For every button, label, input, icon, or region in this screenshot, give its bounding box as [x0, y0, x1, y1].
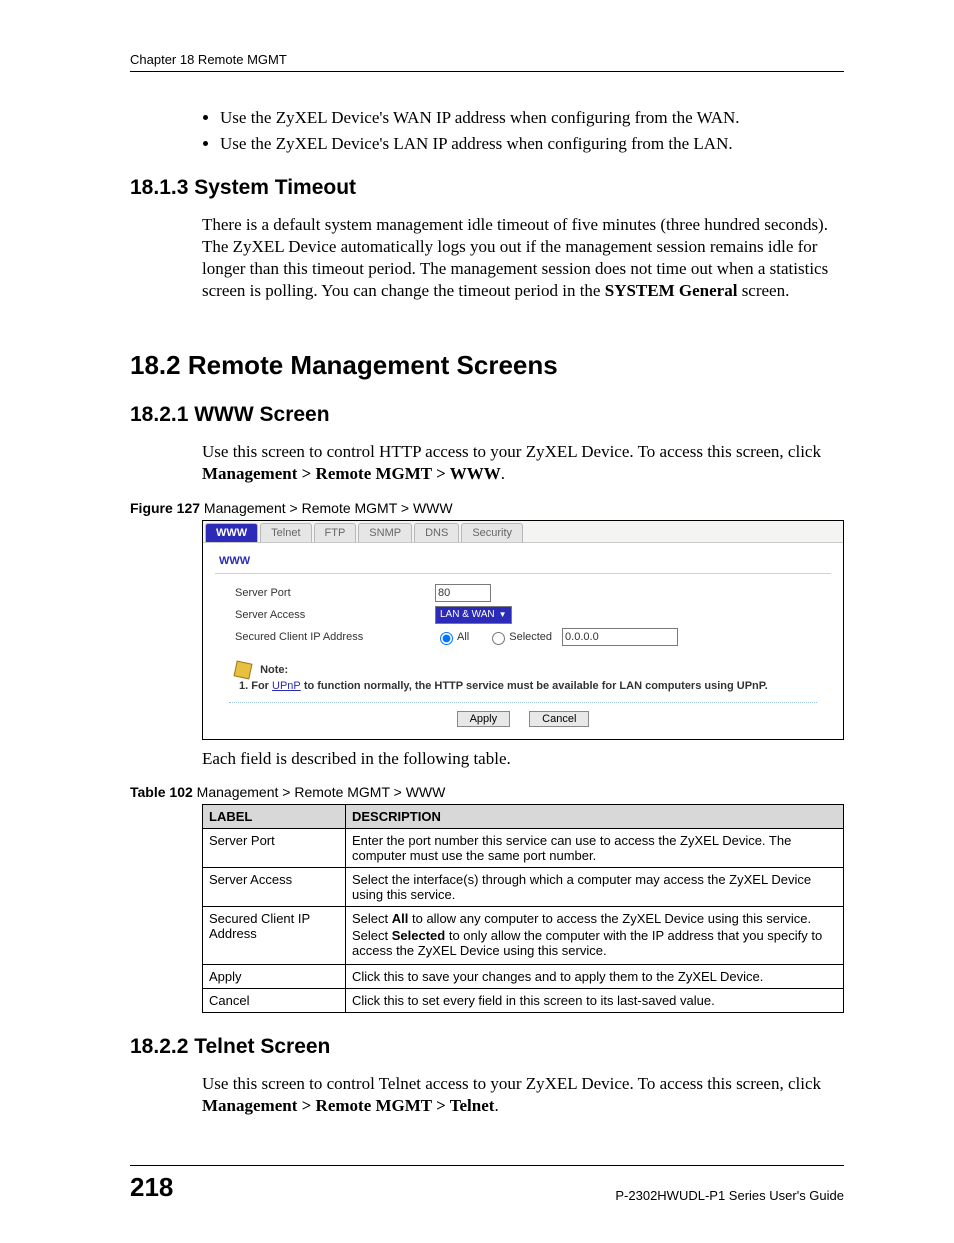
cell-label: Server Port — [203, 828, 346, 867]
bold-text: SYSTEM General — [605, 281, 738, 300]
text: . — [494, 1096, 498, 1115]
cell-desc: Click this to save your changes and to a… — [346, 964, 844, 988]
page-number: 218 — [130, 1172, 173, 1203]
note-title: Note: — [260, 663, 288, 675]
cell-label: Secured Client IP Address — [203, 906, 346, 964]
bullet-list: Use the ZyXEL Device's WAN IP address wh… — [202, 108, 844, 154]
note-icon — [234, 660, 253, 679]
radio-selected-label: Selected — [509, 631, 552, 643]
table-header-row: LABEL DESCRIPTION — [203, 804, 844, 828]
text: to allow any computer to access the ZyXE… — [408, 911, 811, 926]
tab-dns[interactable]: DNS — [414, 523, 459, 542]
table-row: Server Port Enter the port number this s… — [203, 828, 844, 867]
cell-desc: Enter the port number this service can u… — [346, 828, 844, 867]
text: Use this screen to control Telnet access… — [202, 1074, 821, 1093]
panel-heading: WWW — [215, 551, 831, 574]
th-desc: DESCRIPTION — [346, 804, 844, 828]
table-row: Apply Click this to save your changes an… — [203, 964, 844, 988]
after-figure-text: Each field is described in the following… — [202, 748, 844, 770]
table-row: Cancel Click this to set every field in … — [203, 988, 844, 1012]
heading-1822: 18.2.2 Telnet Screen — [130, 1035, 844, 1059]
text: Select — [352, 911, 392, 926]
bold-text: Management > Remote MGMT > WWW — [202, 464, 501, 483]
label-server-access: Server Access — [235, 609, 435, 621]
heading-1821: 18.2.1 WWW Screen — [130, 403, 844, 427]
figure-label: Figure 127 — [130, 500, 200, 516]
cell-label: Apply — [203, 964, 346, 988]
guide-name: P-2302HWUDL-P1 Series User's Guide — [615, 1188, 844, 1203]
tab-bar: WWW Telnet FTP SNMP DNS Security — [203, 521, 843, 543]
description-table: LABEL DESCRIPTION Server Port Enter the … — [202, 804, 844, 1013]
cell-desc: Select All to allow any computer to acce… — [346, 906, 844, 964]
paragraph-1821: Use this screen to control HTTP access t… — [202, 441, 844, 485]
tab-www[interactable]: WWW — [205, 523, 258, 542]
tab-ftp[interactable]: FTP — [314, 523, 357, 542]
select-server-access[interactable]: LAN & WAN — [435, 606, 512, 624]
table-caption: Table 102 Management > Remote MGMT > WWW — [130, 784, 844, 800]
text: Use this screen to control HTTP access t… — [202, 442, 821, 461]
table-row: Server Access Select the interface(s) th… — [203, 867, 844, 906]
running-header: Chapter 18 Remote MGMT — [130, 52, 844, 72]
cell-desc: Click this to set every field in this sc… — [346, 988, 844, 1012]
cell-label: Server Access — [203, 867, 346, 906]
bullet-item: Use the ZyXEL Device's WAN IP address wh… — [220, 108, 844, 128]
input-server-port[interactable]: 80 — [435, 584, 491, 602]
tab-security[interactable]: Security — [461, 523, 523, 542]
figure-caption: Figure 127 Management > Remote MGMT > WW… — [130, 500, 844, 516]
bold-text: All — [392, 911, 409, 926]
ui-screenshot: WWW Telnet FTP SNMP DNS Security WWW Ser… — [202, 520, 844, 740]
upnp-link[interactable]: UPnP — [272, 680, 301, 692]
apply-button[interactable]: Apply — [457, 711, 511, 727]
paragraph-1822: Use this screen to control Telnet access… — [202, 1073, 844, 1117]
text: Select — [352, 928, 392, 943]
table-caption-text: Management > Remote MGMT > WWW — [193, 784, 446, 800]
table-label: Table 102 — [130, 784, 193, 800]
heading-182: 18.2 Remote Management Screens — [130, 350, 844, 381]
note-prefix: 1. For — [239, 680, 272, 692]
label-server-port: Server Port — [235, 587, 435, 599]
bullet-item: Use the ZyXEL Device's LAN IP address wh… — [220, 134, 844, 154]
table-row: Secured Client IP Address Select All to … — [203, 906, 844, 964]
input-secured-ip[interactable]: 0.0.0.0 — [562, 628, 678, 646]
bold-text: Selected — [392, 928, 445, 943]
label-secured-ip: Secured Client IP Address — [235, 631, 435, 643]
tab-snmp[interactable]: SNMP — [358, 523, 412, 542]
bold-text: Management > Remote MGMT > Telnet — [202, 1096, 494, 1115]
heading-1813: 18.1.3 System Timeout — [130, 176, 844, 200]
figure-caption-text: Management > Remote MGMT > WWW — [200, 500, 453, 516]
cell-desc: Select the interface(s) through which a … — [346, 867, 844, 906]
radio-selected[interactable] — [492, 632, 505, 645]
note-suffix: to function normally, the HTTP service m… — [301, 680, 768, 692]
radio-all[interactable] — [440, 632, 453, 645]
tab-telnet[interactable]: Telnet — [260, 523, 311, 542]
note-box: Note: 1. For UPnP to function normally, … — [235, 656, 827, 692]
th-label: LABEL — [203, 804, 346, 828]
cancel-button[interactable]: Cancel — [529, 711, 589, 727]
radio-all-label: All — [457, 631, 469, 643]
text: screen. — [737, 281, 789, 300]
cell-label: Cancel — [203, 988, 346, 1012]
text: . — [501, 464, 505, 483]
paragraph-1813: There is a default system management idl… — [202, 214, 844, 302]
